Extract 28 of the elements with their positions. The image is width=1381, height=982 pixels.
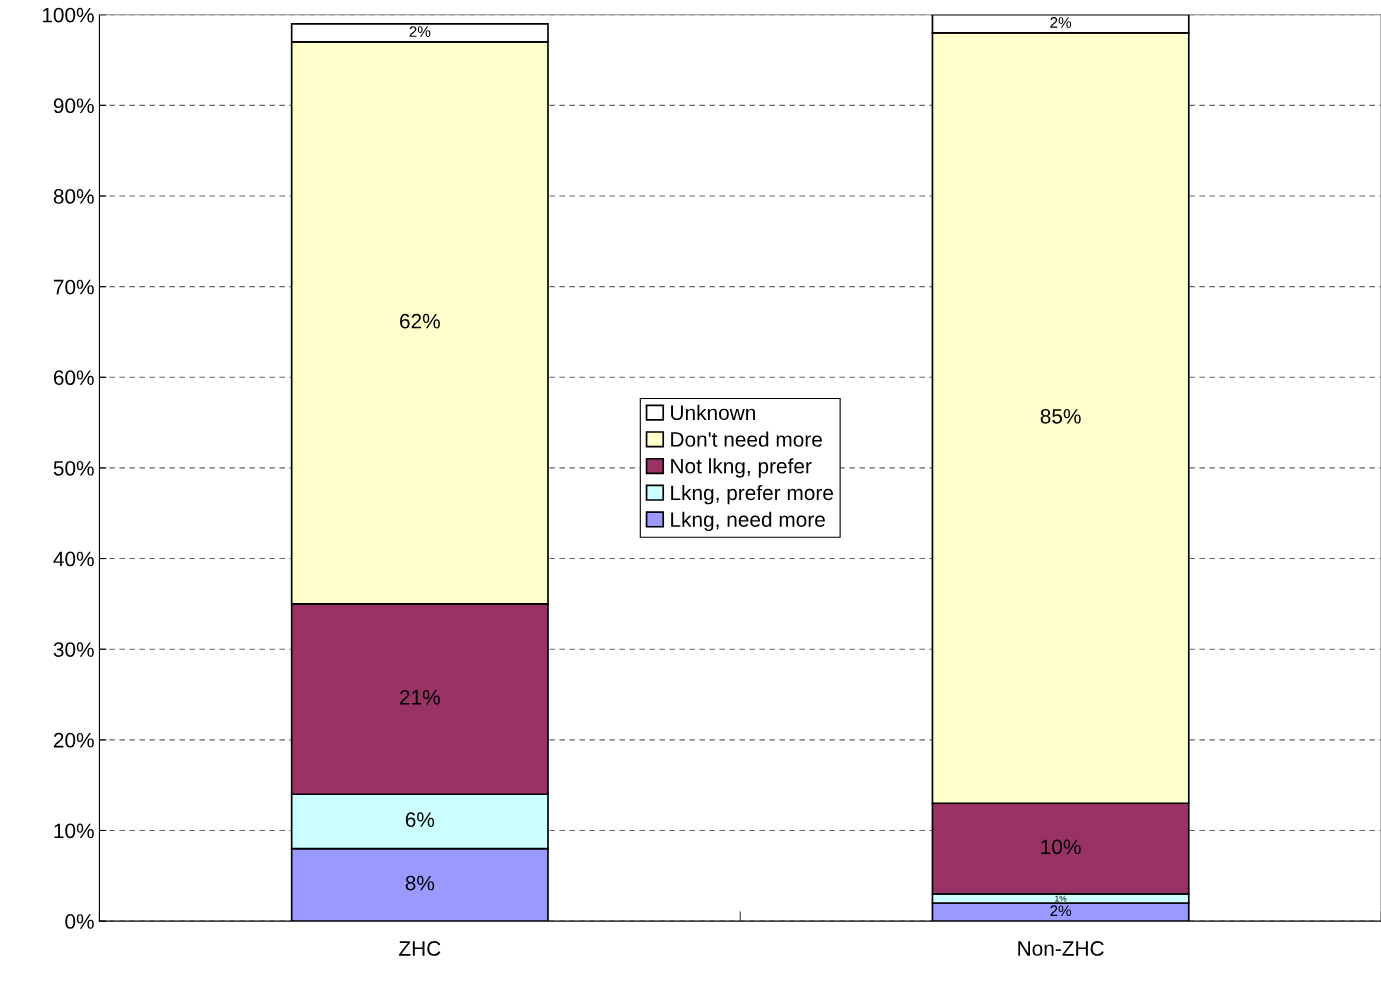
data-label: 2% [409,26,431,37]
legend-label: Unknown [671,404,755,421]
legend-label: Lkng, prefer more [671,484,833,505]
data-label: 2% [1050,905,1072,917]
x-tick-label: ZHC [399,941,441,956]
y-tick-label: 60% [53,370,94,386]
data-label: 21% [400,689,440,705]
data-label: 62% [400,313,440,329]
y-tick-label: 100% [42,7,94,23]
data-label: 1% [1055,895,1067,902]
data-label: 8% [405,875,435,891]
legend-label: Lkng, need more [671,511,825,532]
data-label: 85% [1040,408,1081,424]
y-tick-label: 20% [53,732,94,748]
y-tick-label: 30% [53,642,94,657]
y-tick-label: 80% [53,189,94,204]
y-tick-label: 0% [65,914,94,929]
data-label: 10% [1041,839,1081,855]
data-label: 6% [405,812,435,828]
y-tick-label: 90% [53,98,94,114]
y-tick-label: 10% [54,823,94,839]
legend-label: Not lkng, prefer [671,458,812,478]
data-label: 2% [1050,17,1072,28]
y-tick-label: 50% [53,460,94,476]
legend-label: Don't need more [671,431,822,447]
y-tick-label: 70% [53,279,94,295]
x-tick-label: Non-ZHC [1018,941,1104,956]
y-tick-label: 40% [53,551,94,567]
